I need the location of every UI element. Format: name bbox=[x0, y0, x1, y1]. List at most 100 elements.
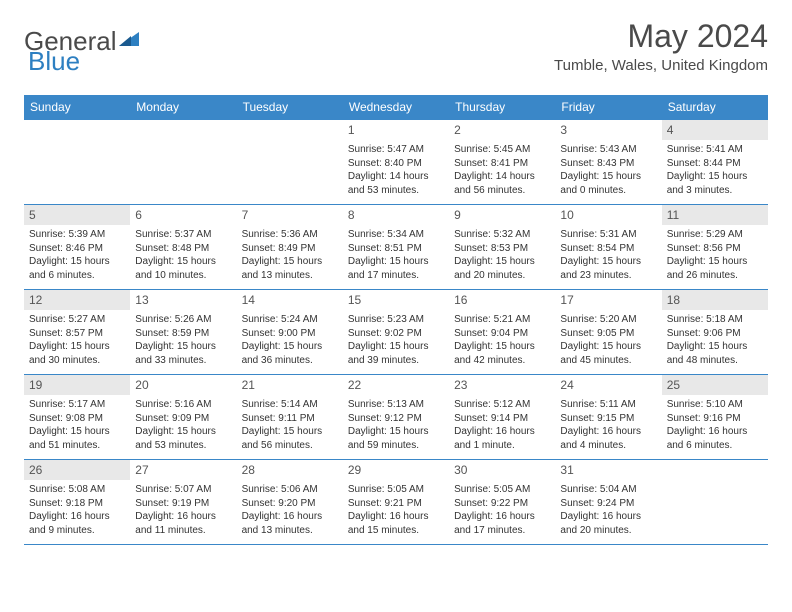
day-number: 25 bbox=[667, 377, 763, 393]
sunrise-line: Sunrise: 5:11 AM bbox=[560, 398, 656, 412]
calendar-cell: 24Sunrise: 5:11 AMSunset: 9:15 PMDayligh… bbox=[555, 375, 661, 459]
daylight-line: Daylight: 15 hours and 36 minutes. bbox=[242, 340, 338, 367]
daylight-line: Daylight: 14 hours and 53 minutes. bbox=[348, 170, 444, 197]
sunset-line: Sunset: 9:04 PM bbox=[454, 327, 550, 341]
daylight-line: Daylight: 14 hours and 56 minutes. bbox=[454, 170, 550, 197]
weekday-header: Wednesday bbox=[343, 95, 449, 119]
sunrise-line: Sunrise: 5:20 AM bbox=[560, 313, 656, 327]
calendar-cell: 18Sunrise: 5:18 AMSunset: 9:06 PMDayligh… bbox=[662, 290, 768, 374]
calendar-cell bbox=[130, 120, 236, 204]
sunset-line: Sunset: 9:14 PM bbox=[454, 412, 550, 426]
calendar-cell: 20Sunrise: 5:16 AMSunset: 9:09 PMDayligh… bbox=[130, 375, 236, 459]
daylight-line: Daylight: 16 hours and 13 minutes. bbox=[242, 510, 338, 537]
sunrise-line: Sunrise: 5:24 AM bbox=[242, 313, 338, 327]
sunset-line: Sunset: 9:24 PM bbox=[560, 497, 656, 511]
sunrise-line: Sunrise: 5:26 AM bbox=[135, 313, 231, 327]
day-number: 1 bbox=[348, 122, 444, 138]
day-number: 29 bbox=[348, 462, 444, 478]
daylight-line: Daylight: 15 hours and 3 minutes. bbox=[667, 170, 763, 197]
calendar-cell: 19Sunrise: 5:17 AMSunset: 9:08 PMDayligh… bbox=[24, 375, 130, 459]
calendar-cell: 1Sunrise: 5:47 AMSunset: 8:40 PMDaylight… bbox=[343, 120, 449, 204]
daylight-line: Daylight: 15 hours and 10 minutes. bbox=[135, 255, 231, 282]
day-number: 15 bbox=[348, 292, 444, 308]
calendar-cell: 14Sunrise: 5:24 AMSunset: 9:00 PMDayligh… bbox=[237, 290, 343, 374]
calendar-cell: 15Sunrise: 5:23 AMSunset: 9:02 PMDayligh… bbox=[343, 290, 449, 374]
sunrise-line: Sunrise: 5:05 AM bbox=[348, 483, 444, 497]
daylight-line: Daylight: 15 hours and 26 minutes. bbox=[667, 255, 763, 282]
sunset-line: Sunset: 8:51 PM bbox=[348, 242, 444, 256]
sunrise-line: Sunrise: 5:41 AM bbox=[667, 143, 763, 157]
calendar-row: 1Sunrise: 5:47 AMSunset: 8:40 PMDaylight… bbox=[24, 119, 768, 204]
sunset-line: Sunset: 9:19 PM bbox=[135, 497, 231, 511]
day-number: 7 bbox=[242, 207, 338, 223]
calendar-cell: 17Sunrise: 5:20 AMSunset: 9:05 PMDayligh… bbox=[555, 290, 661, 374]
day-number: 27 bbox=[135, 462, 231, 478]
sunrise-line: Sunrise: 5:12 AM bbox=[454, 398, 550, 412]
daylight-line: Daylight: 15 hours and 23 minutes. bbox=[560, 255, 656, 282]
day-number: 23 bbox=[454, 377, 550, 393]
daylight-line: Daylight: 16 hours and 15 minutes. bbox=[348, 510, 444, 537]
calendar-cell: 10Sunrise: 5:31 AMSunset: 8:54 PMDayligh… bbox=[555, 205, 661, 289]
sunrise-line: Sunrise: 5:07 AM bbox=[135, 483, 231, 497]
logo-triangle-icon bbox=[119, 30, 141, 53]
daylight-line: Daylight: 15 hours and 53 minutes. bbox=[135, 425, 231, 452]
sunrise-line: Sunrise: 5:29 AM bbox=[667, 228, 763, 242]
day-number: 6 bbox=[135, 207, 231, 223]
month-title: May 2024 bbox=[554, 18, 768, 55]
calendar-cell: 16Sunrise: 5:21 AMSunset: 9:04 PMDayligh… bbox=[449, 290, 555, 374]
calendar-cell: 11Sunrise: 5:29 AMSunset: 8:56 PMDayligh… bbox=[662, 205, 768, 289]
sunrise-line: Sunrise: 5:10 AM bbox=[667, 398, 763, 412]
sunrise-line: Sunrise: 5:17 AM bbox=[29, 398, 125, 412]
sunrise-line: Sunrise: 5:43 AM bbox=[560, 143, 656, 157]
daylight-line: Daylight: 15 hours and 6 minutes. bbox=[29, 255, 125, 282]
daylight-line: Daylight: 16 hours and 11 minutes. bbox=[135, 510, 231, 537]
weekday-header: Monday bbox=[130, 95, 236, 119]
sunrise-line: Sunrise: 5:45 AM bbox=[454, 143, 550, 157]
sunset-line: Sunset: 9:22 PM bbox=[454, 497, 550, 511]
sunset-line: Sunset: 8:54 PM bbox=[560, 242, 656, 256]
daylight-line: Daylight: 16 hours and 17 minutes. bbox=[454, 510, 550, 537]
calendar-row: 19Sunrise: 5:17 AMSunset: 9:08 PMDayligh… bbox=[24, 374, 768, 459]
sunset-line: Sunset: 8:57 PM bbox=[29, 327, 125, 341]
daylight-line: Daylight: 15 hours and 0 minutes. bbox=[560, 170, 656, 197]
logo-text-blue: Blue bbox=[28, 46, 80, 76]
day-number: 8 bbox=[348, 207, 444, 223]
daylight-line: Daylight: 15 hours and 20 minutes. bbox=[454, 255, 550, 282]
daylight-line: Daylight: 15 hours and 30 minutes. bbox=[29, 340, 125, 367]
sunset-line: Sunset: 9:09 PM bbox=[135, 412, 231, 426]
sunset-line: Sunset: 8:40 PM bbox=[348, 157, 444, 171]
calendar-cell: 7Sunrise: 5:36 AMSunset: 8:49 PMDaylight… bbox=[237, 205, 343, 289]
sunset-line: Sunset: 8:49 PM bbox=[242, 242, 338, 256]
daylight-line: Daylight: 16 hours and 4 minutes. bbox=[560, 425, 656, 452]
calendar-cell: 13Sunrise: 5:26 AMSunset: 8:59 PMDayligh… bbox=[130, 290, 236, 374]
day-number: 9 bbox=[454, 207, 550, 223]
calendar-cell: 2Sunrise: 5:45 AMSunset: 8:41 PMDaylight… bbox=[449, 120, 555, 204]
title-block: May 2024 Tumble, Wales, United Kingdom bbox=[554, 18, 768, 74]
sunset-line: Sunset: 9:06 PM bbox=[667, 327, 763, 341]
daylight-line: Daylight: 15 hours and 45 minutes. bbox=[560, 340, 656, 367]
daylight-line: Daylight: 15 hours and 39 minutes. bbox=[348, 340, 444, 367]
sunset-line: Sunset: 8:46 PM bbox=[29, 242, 125, 256]
calendar-cell: 3Sunrise: 5:43 AMSunset: 8:43 PMDaylight… bbox=[555, 120, 661, 204]
sunset-line: Sunset: 8:41 PM bbox=[454, 157, 550, 171]
sunset-line: Sunset: 9:12 PM bbox=[348, 412, 444, 426]
sunrise-line: Sunrise: 5:39 AM bbox=[29, 228, 125, 242]
day-number: 19 bbox=[29, 377, 125, 393]
calendar-cell: 9Sunrise: 5:32 AMSunset: 8:53 PMDaylight… bbox=[449, 205, 555, 289]
day-number: 5 bbox=[29, 207, 125, 223]
calendar-cell bbox=[662, 460, 768, 544]
sunset-line: Sunset: 8:56 PM bbox=[667, 242, 763, 256]
sunrise-line: Sunrise: 5:06 AM bbox=[242, 483, 338, 497]
calendar-cell: 22Sunrise: 5:13 AMSunset: 9:12 PMDayligh… bbox=[343, 375, 449, 459]
daylight-line: Daylight: 15 hours and 17 minutes. bbox=[348, 255, 444, 282]
daylight-line: Daylight: 15 hours and 56 minutes. bbox=[242, 425, 338, 452]
sunset-line: Sunset: 9:02 PM bbox=[348, 327, 444, 341]
calendar-cell: 29Sunrise: 5:05 AMSunset: 9:21 PMDayligh… bbox=[343, 460, 449, 544]
day-number: 31 bbox=[560, 462, 656, 478]
calendar-cell: 23Sunrise: 5:12 AMSunset: 9:14 PMDayligh… bbox=[449, 375, 555, 459]
daylight-line: Daylight: 15 hours and 59 minutes. bbox=[348, 425, 444, 452]
day-number: 30 bbox=[454, 462, 550, 478]
day-number: 4 bbox=[667, 122, 763, 138]
daylight-line: Daylight: 16 hours and 9 minutes. bbox=[29, 510, 125, 537]
sunrise-line: Sunrise: 5:13 AM bbox=[348, 398, 444, 412]
